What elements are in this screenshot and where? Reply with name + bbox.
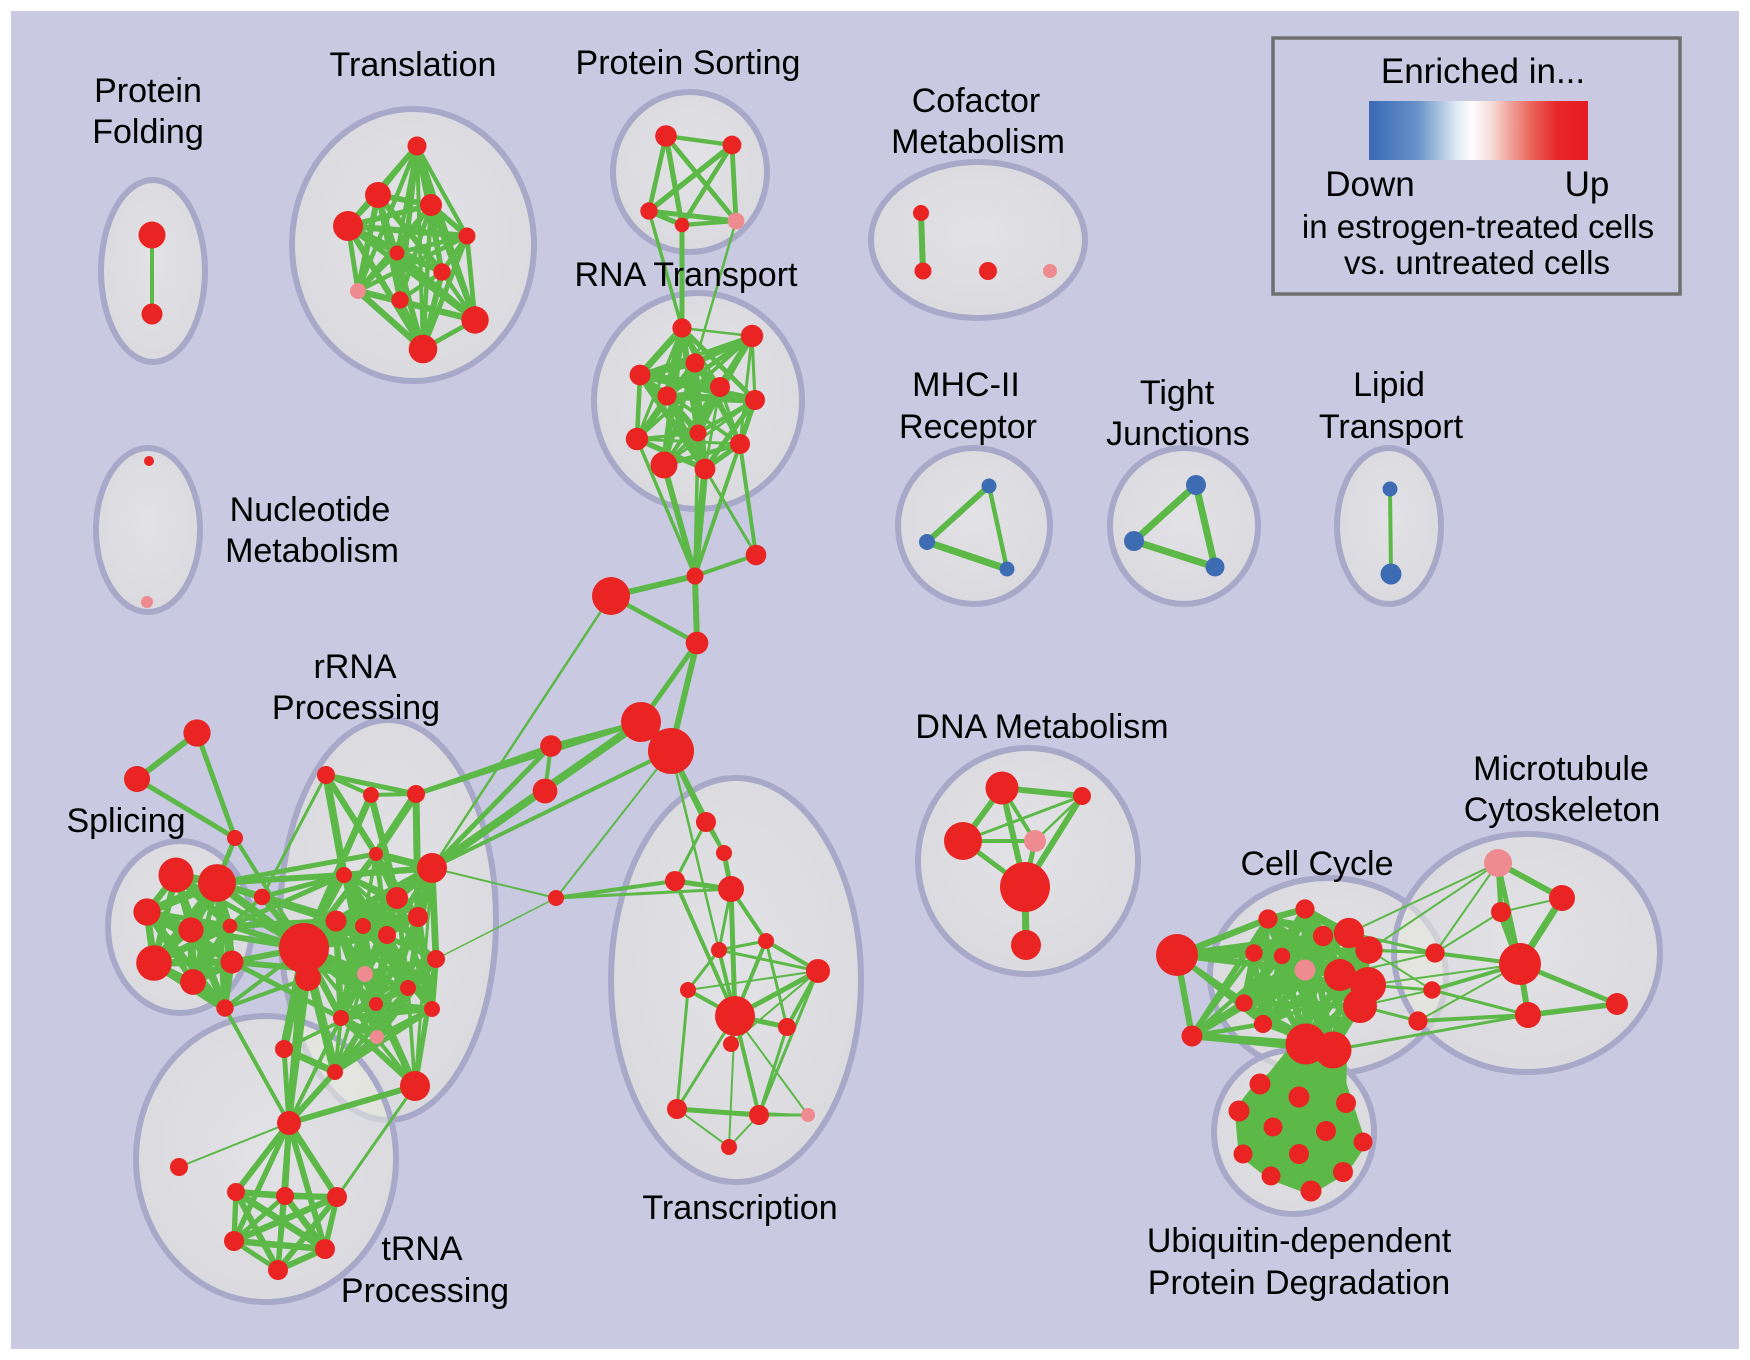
svg-text:Ubiquitin-dependent: Ubiquitin-dependent — [1147, 1222, 1452, 1260]
svg-text:Receptor: Receptor — [899, 408, 1037, 446]
svg-text:Junctions: Junctions — [1106, 415, 1250, 453]
svg-text:Up: Up — [1565, 165, 1610, 204]
svg-text:Splicing: Splicing — [66, 802, 185, 840]
svg-text:Microtubule: Microtubule — [1473, 750, 1649, 788]
svg-text:Transport: Transport — [1319, 408, 1464, 446]
svg-text:in estrogen-treated cells: in estrogen-treated cells — [1302, 208, 1654, 245]
svg-text:Transcription: Transcription — [642, 1189, 837, 1227]
svg-text:vs. untreated cells: vs. untreated cells — [1344, 244, 1610, 281]
svg-text:rRNA: rRNA — [313, 648, 396, 686]
svg-text:Metabolism: Metabolism — [225, 532, 399, 570]
svg-text:Enriched in...: Enriched in... — [1381, 52, 1585, 91]
svg-text:Cofactor: Cofactor — [912, 82, 1041, 120]
svg-text:Processing: Processing — [341, 1272, 509, 1310]
svg-text:tRNA: tRNA — [381, 1230, 463, 1268]
svg-text:DNA Metabolism: DNA Metabolism — [915, 708, 1168, 746]
svg-text:Cell Cycle: Cell Cycle — [1240, 845, 1393, 883]
svg-text:Nucleotide: Nucleotide — [230, 491, 391, 529]
svg-text:Down: Down — [1325, 165, 1414, 204]
svg-text:Tight: Tight — [1140, 374, 1215, 412]
svg-text:Protein Degradation: Protein Degradation — [1148, 1264, 1450, 1302]
svg-text:RNA Transport: RNA Transport — [575, 256, 799, 294]
svg-text:Metabolism: Metabolism — [891, 123, 1065, 161]
svg-text:Folding: Folding — [92, 113, 204, 151]
svg-text:Protein Sorting: Protein Sorting — [576, 44, 801, 82]
svg-text:Translation: Translation — [330, 46, 497, 84]
svg-text:Lipid: Lipid — [1353, 366, 1425, 404]
svg-text:Protein: Protein — [94, 72, 202, 110]
svg-text:Cytoskeleton: Cytoskeleton — [1464, 791, 1661, 829]
svg-text:MHC-II: MHC-II — [912, 366, 1020, 404]
svg-text:Processing: Processing — [272, 689, 440, 727]
